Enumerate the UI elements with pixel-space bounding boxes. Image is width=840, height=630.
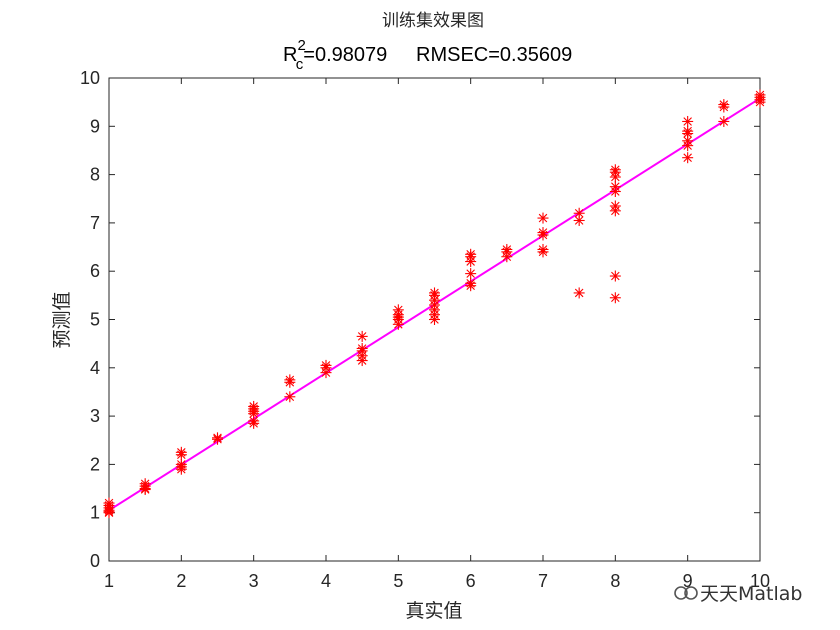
data-point — [175, 449, 187, 461]
y-tick-label: 5 — [90, 310, 100, 330]
r2-value: =0.98079 — [303, 44, 387, 66]
data-point — [573, 287, 585, 299]
data-points — [103, 89, 766, 519]
data-point — [465, 268, 477, 280]
x-tick-label: 5 — [393, 571, 403, 591]
data-point — [356, 342, 368, 354]
data-point — [320, 359, 332, 371]
x-tick-label: 10 — [750, 571, 770, 591]
data-point — [212, 433, 223, 445]
data-point — [284, 374, 296, 386]
x-tick-label: 6 — [466, 571, 476, 591]
data-point — [248, 403, 260, 415]
r2-subscript: c — [296, 56, 304, 73]
r2-superscript: 2 — [297, 37, 305, 54]
data-point — [465, 248, 477, 260]
y-tick-label: 2 — [90, 454, 100, 474]
data-point — [284, 391, 296, 403]
data-point — [103, 506, 115, 518]
data-point — [501, 243, 513, 255]
wechat-channel-icon — [674, 586, 698, 600]
data-point — [175, 458, 187, 470]
r2-symbol: R — [283, 44, 297, 66]
x-axis-label: 真实值 — [405, 600, 462, 622]
data-point — [609, 200, 621, 212]
data-point — [465, 277, 477, 289]
y-tick-label: 4 — [90, 358, 100, 378]
chart-title: 训练集效果图 — [382, 11, 484, 31]
chart-subtitle-r2: R2 c=0.98079 — [283, 37, 387, 73]
data-point — [682, 135, 694, 147]
y-tick-label: 6 — [90, 261, 100, 281]
watermark: 天天Matlab — [674, 583, 802, 605]
data-point — [609, 270, 621, 282]
x-tick-label: 3 — [249, 571, 259, 591]
y-tick-label: 8 — [90, 165, 100, 185]
y-tick-label: 9 — [90, 116, 100, 136]
y-tick-label: 7 — [90, 213, 100, 233]
x-tick-label: 2 — [176, 571, 186, 591]
data-point — [754, 89, 766, 101]
x-tick-label: 8 — [610, 571, 620, 591]
x-tick-label: 9 — [683, 571, 693, 591]
data-point — [682, 115, 694, 127]
data-point — [392, 304, 404, 316]
data-point — [682, 152, 694, 164]
x-tick-label: 4 — [321, 571, 331, 591]
y-tick-label: 0 — [90, 551, 100, 571]
data-point — [609, 181, 621, 193]
data-point — [139, 484, 151, 496]
y-tick-label: 10 — [80, 68, 100, 88]
data-point — [429, 287, 440, 299]
data-point — [537, 243, 549, 255]
x-tick-label: 1 — [104, 571, 114, 591]
data-point — [609, 292, 621, 304]
y-tick-label: 1 — [90, 503, 100, 523]
data-point — [718, 99, 730, 111]
y-axis-label: 预测值 — [51, 291, 73, 348]
data-point — [609, 164, 621, 176]
data-point — [537, 227, 549, 239]
data-point — [356, 330, 368, 342]
data-point — [573, 207, 585, 219]
data-point — [682, 125, 694, 137]
data-point — [537, 212, 549, 224]
data-point — [718, 115, 730, 127]
chart-subtitle-rmsec: RMSEC=0.35609 — [416, 44, 572, 66]
x-tick-label: 7 — [538, 571, 548, 591]
watermark-text: 天天Matlab — [700, 583, 802, 605]
y-tick-label: 3 — [90, 406, 100, 426]
